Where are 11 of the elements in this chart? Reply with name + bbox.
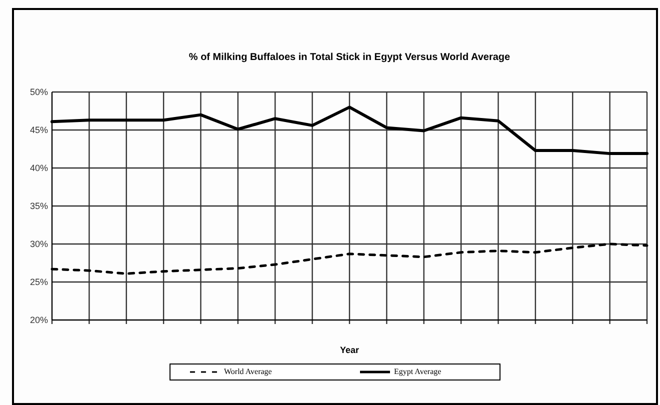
y-tick-label: 35% [30,201,48,212]
chart-title: % of Milking Buffaloes in Total Stick in Egypt Versus World Average [188,52,511,63]
y-tick-label: 20% [30,315,48,326]
legend-label: Egypt Average [394,366,442,376]
y-tick-label: 45% [30,125,48,136]
y-tick-label: 25% [30,277,48,288]
legend-label: World Average [224,366,272,376]
x-axis-title: Year [340,345,360,355]
y-tick-label: 40% [30,163,48,174]
y-tick-label: 30% [30,239,48,250]
y-tick-label: 50% [30,87,48,98]
